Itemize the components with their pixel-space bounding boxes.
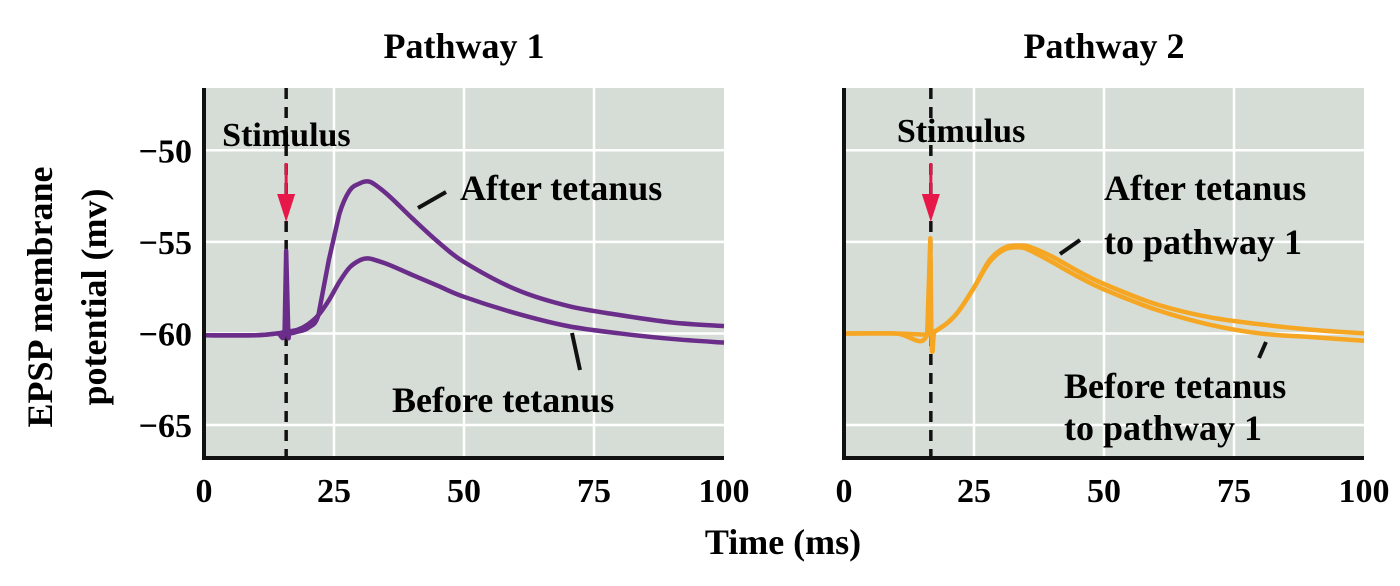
y-axis-label-line1: EPSP membrane	[20, 166, 60, 427]
chart-title: Pathway 2	[1024, 26, 1185, 66]
stimulus-label: Stimulus	[897, 113, 1026, 150]
x-tick-label: 75	[577, 473, 611, 510]
label-before-tetanus: Before tetanus	[392, 380, 614, 420]
series-line-after	[203, 179, 725, 341]
stimulus-arrow-head	[277, 194, 296, 222]
series-line-before	[203, 256, 725, 345]
label-before-tetanus-p2-line2: to pathway 1	[1064, 408, 1262, 448]
label-after-tetanus-p2-line1: After tetanus	[1104, 168, 1306, 208]
stimulus-arrow-head	[921, 194, 940, 222]
y-tick-label: −65	[139, 408, 192, 445]
x-axis-label: Time (ms)	[705, 522, 861, 562]
x-tick-label: 0	[196, 473, 213, 510]
x-tick-label: 100	[1339, 473, 1390, 510]
stimulus-label: Stimulus	[222, 117, 351, 154]
x-tick-label: 25	[317, 473, 351, 510]
y-tick-label: −55	[139, 225, 192, 262]
x-tick-label: 50	[447, 473, 481, 510]
y-tick-label: −60	[139, 316, 192, 353]
chart-title: Pathway 1	[384, 26, 545, 66]
label-before-tetanus-p2-line1: Before tetanus	[1064, 366, 1286, 406]
x-tick-label: 0	[836, 473, 853, 510]
x-tick-label: 75	[1217, 473, 1251, 510]
x-tick-label: 100	[699, 473, 750, 510]
leader-line	[1058, 238, 1082, 256]
leader-line	[417, 190, 447, 210]
x-tick-label: 25	[957, 473, 991, 510]
leader-line	[570, 332, 582, 371]
y-tick-label: −50	[139, 133, 192, 170]
label-after-tetanus: After tetanus	[460, 168, 662, 208]
panel-1: Pathway 1 Stimulus 0 25 50 75 100 −50 −55 −60 −65	[139, 26, 750, 510]
label-after-tetanus-p2-line2: to pathway 1	[1104, 222, 1302, 262]
y-axis-label-line2: potential (mv)	[74, 189, 114, 406]
series-line-before	[843, 244, 1365, 344]
x-tick-label: 50	[1087, 473, 1121, 510]
panel-2: Pathway 2 Stimulus 0 25 50 75 100	[836, 26, 1390, 510]
leader-line	[1257, 341, 1268, 359]
